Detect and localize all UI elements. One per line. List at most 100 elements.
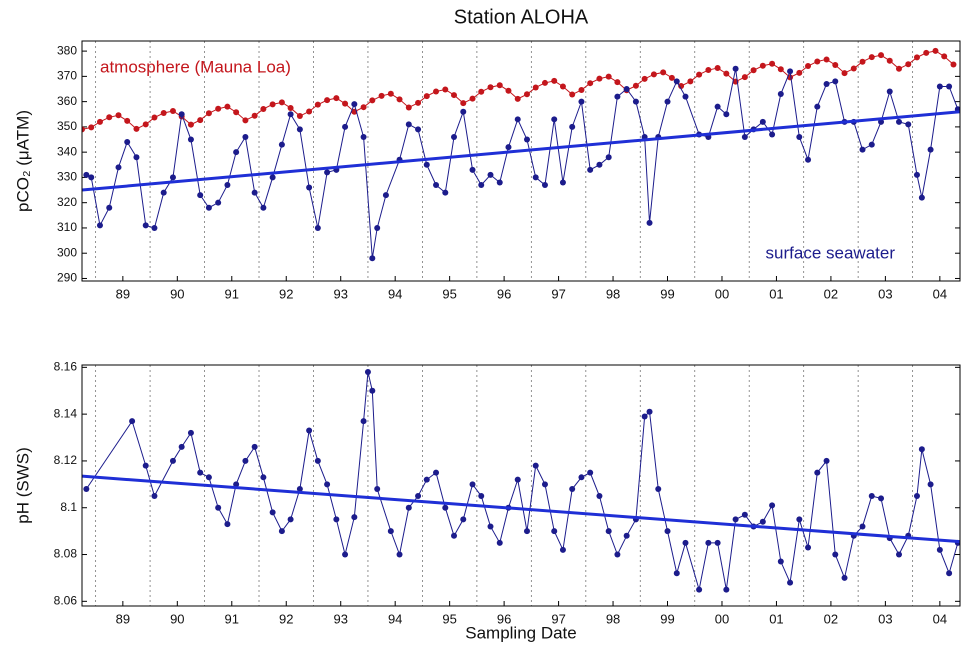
data-point bbox=[142, 121, 149, 128]
x-tick-label: 99 bbox=[660, 286, 674, 301]
data-point bbox=[115, 112, 122, 119]
y-tick-label: 350 bbox=[57, 119, 77, 133]
data-point bbox=[460, 108, 467, 115]
data-point bbox=[260, 204, 267, 211]
x-tick-label: 98 bbox=[606, 286, 620, 301]
data-point bbox=[759, 118, 766, 125]
data-point bbox=[787, 68, 794, 75]
data-point bbox=[823, 56, 830, 63]
data-point bbox=[655, 486, 662, 493]
data-point bbox=[714, 65, 721, 72]
plot-area bbox=[82, 369, 960, 593]
data-point bbox=[641, 413, 648, 420]
data-point bbox=[96, 222, 103, 229]
data-point bbox=[814, 469, 821, 476]
data-point bbox=[405, 504, 412, 511]
data-point bbox=[224, 103, 231, 110]
data-point bbox=[841, 70, 848, 77]
data-point bbox=[160, 189, 167, 196]
y-tick-label: 330 bbox=[57, 170, 77, 184]
y-axis-label: pH (SWS) bbox=[13, 447, 32, 524]
data-point bbox=[623, 532, 630, 539]
data-point bbox=[614, 93, 621, 100]
data-point bbox=[314, 101, 321, 108]
data-point bbox=[805, 63, 812, 70]
data-point bbox=[705, 67, 712, 74]
data-point bbox=[251, 443, 258, 450]
data-point bbox=[324, 481, 331, 488]
data-point bbox=[451, 134, 458, 140]
data-point bbox=[224, 521, 231, 528]
x-tick-label: 02 bbox=[824, 286, 838, 301]
data-point bbox=[96, 118, 103, 125]
data-point bbox=[551, 77, 558, 84]
data-point bbox=[151, 114, 158, 121]
x-tick-label: 97 bbox=[551, 611, 565, 626]
data-point bbox=[668, 74, 675, 81]
y-tick-label: 360 bbox=[57, 94, 77, 108]
y-tick-label: 290 bbox=[57, 271, 77, 285]
data-point bbox=[569, 486, 576, 493]
data-point bbox=[287, 111, 294, 118]
data-point bbox=[133, 125, 140, 132]
data-point bbox=[895, 118, 902, 125]
data-point bbox=[769, 131, 776, 138]
data-point bbox=[278, 141, 285, 148]
data-point bbox=[559, 83, 566, 90]
data-point bbox=[936, 546, 943, 553]
data-point bbox=[532, 84, 539, 91]
data-point bbox=[324, 169, 331, 176]
data-point bbox=[269, 174, 276, 181]
data-point bbox=[551, 528, 558, 535]
data-point bbox=[777, 91, 784, 98]
data-point bbox=[205, 110, 212, 117]
series-label: surface seawater bbox=[766, 243, 896, 262]
data-point bbox=[796, 69, 803, 76]
data-point bbox=[151, 493, 158, 500]
data-point bbox=[242, 134, 249, 140]
data-point bbox=[932, 47, 939, 54]
data-point bbox=[814, 58, 821, 65]
data-point bbox=[269, 509, 276, 516]
x-tick-label: 92 bbox=[279, 286, 293, 301]
data-point bbox=[342, 123, 349, 130]
data-point bbox=[233, 149, 240, 156]
data-point bbox=[423, 93, 430, 100]
data-point bbox=[587, 166, 594, 173]
data-point bbox=[405, 104, 412, 111]
x-tick-label: 01 bbox=[769, 286, 783, 301]
data-point bbox=[605, 73, 612, 80]
axes-box bbox=[81, 40, 961, 282]
chart-title: Station ALOHA bbox=[454, 6, 589, 28]
data-point bbox=[918, 194, 925, 201]
data-point bbox=[523, 136, 530, 143]
data-point bbox=[523, 528, 530, 535]
data-point bbox=[187, 121, 194, 128]
data-point bbox=[487, 523, 494, 530]
data-point bbox=[878, 52, 885, 59]
data-point bbox=[451, 92, 458, 99]
x-tick-label: 04 bbox=[933, 611, 947, 626]
trend-line bbox=[82, 110, 960, 192]
data-point bbox=[374, 486, 381, 493]
data-point bbox=[941, 53, 948, 60]
data-point bbox=[682, 539, 689, 546]
data-point bbox=[750, 67, 757, 74]
data-point bbox=[541, 481, 548, 488]
data-point bbox=[741, 511, 748, 518]
x-tick-label: 03 bbox=[878, 611, 892, 626]
data-point bbox=[723, 70, 730, 77]
data-point bbox=[569, 91, 576, 98]
data-point bbox=[369, 387, 376, 394]
data-point bbox=[215, 504, 222, 511]
data-point bbox=[415, 126, 422, 133]
trend-line bbox=[82, 474, 960, 544]
data-point bbox=[923, 49, 930, 56]
data-point bbox=[832, 551, 839, 558]
data-point bbox=[382, 192, 389, 199]
data-point bbox=[333, 95, 340, 102]
data-point bbox=[623, 86, 630, 92]
data-point bbox=[374, 224, 381, 231]
data-point bbox=[660, 69, 667, 76]
data-point bbox=[306, 184, 313, 191]
